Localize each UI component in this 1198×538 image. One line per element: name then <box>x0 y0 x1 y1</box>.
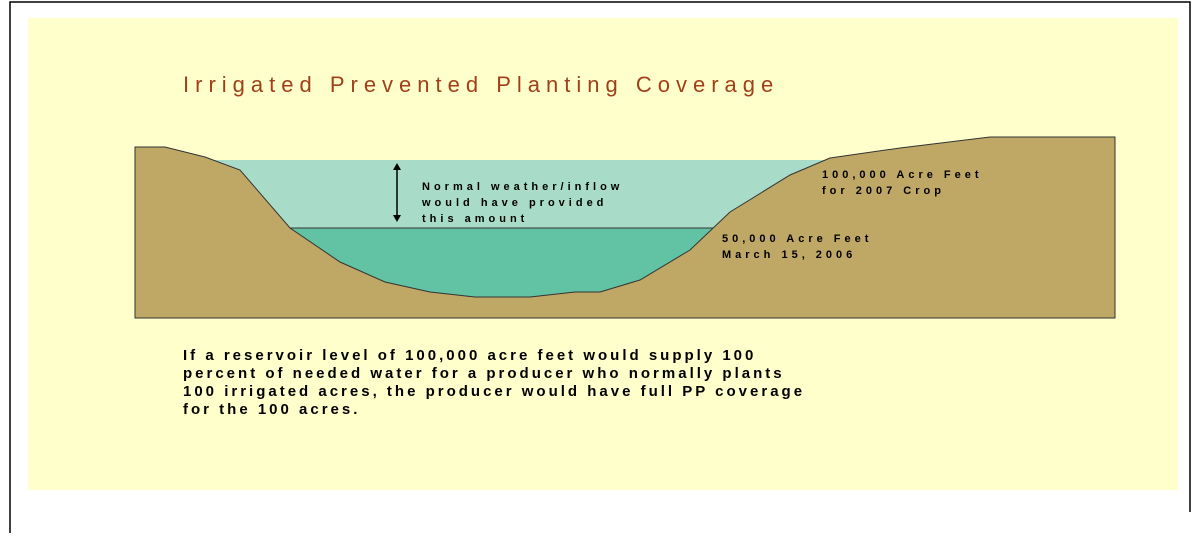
slide: Irrigated Prevented Planting Coverage No… <box>0 0 1198 533</box>
current-level-label: 50,000 Acre Feet <box>722 233 872 245</box>
normal-label: would have provided <box>421 197 607 209</box>
full-level-label: 100,000 Acre Feet <box>822 169 983 181</box>
full-level-label: for 2007 Crop <box>822 185 945 197</box>
description-line: 100 irrigated acres, the producer would … <box>183 383 805 400</box>
description-line: If a reservoir level of 100,000 acre fee… <box>183 347 756 364</box>
title: Irrigated Prevented Planting Coverage <box>183 72 779 97</box>
description-line: for the 100 acres. <box>183 401 360 418</box>
description-line: percent of needed water for a producer w… <box>183 365 785 382</box>
current-level-label: March 15, 2006 <box>722 249 856 261</box>
normal-label: Normal weather/inflow <box>422 181 623 193</box>
normal-label: this amount <box>422 213 528 225</box>
